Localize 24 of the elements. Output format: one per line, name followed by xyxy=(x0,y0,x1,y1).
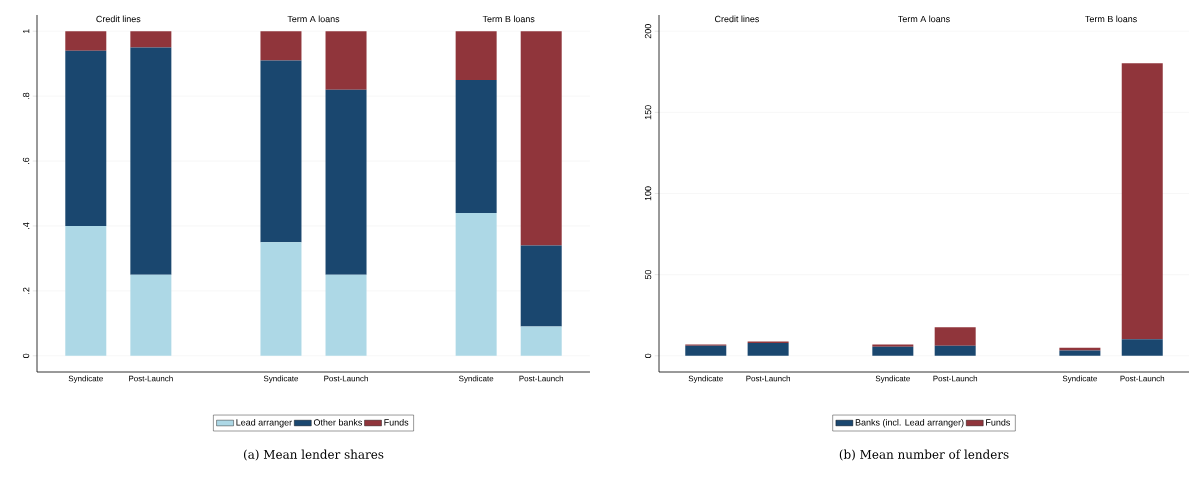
y-tick-label: 1 xyxy=(23,29,30,34)
annotation: Credit lines xyxy=(714,15,760,23)
y-tick-label: 0 xyxy=(22,353,30,358)
text: (a) Mean lender shares xyxy=(243,449,384,461)
y-tick-label: 0 xyxy=(644,353,652,358)
annotation: Term A loans xyxy=(287,15,340,23)
annotation: Term B loans xyxy=(482,15,535,23)
y-tick-label: .8 xyxy=(22,92,30,100)
y-tick-label: 150 xyxy=(644,105,652,120)
legend-label: Lead arranger xyxy=(236,419,292,428)
y-tick-label: .4 xyxy=(23,222,30,229)
y-tick-label: .6 xyxy=(22,157,30,164)
annotation: Credit lines xyxy=(96,15,141,23)
y-tick-label: 50 xyxy=(644,270,652,280)
text: (b) Mean number of lenders xyxy=(839,449,1009,461)
y-tick-label: 200 xyxy=(644,24,652,39)
annotation: Term A loans xyxy=(898,15,950,23)
y-tick-label: 100 xyxy=(644,186,652,201)
legend-label: Banks (incl. Lead arranger) xyxy=(855,419,964,428)
annotation: Term B loans xyxy=(1085,15,1137,23)
legend-label: Funds xyxy=(986,419,1011,426)
legend-label: Funds xyxy=(384,419,409,426)
legend-label: Other banks xyxy=(313,419,362,426)
y-tick-label: .2 xyxy=(22,287,30,294)
